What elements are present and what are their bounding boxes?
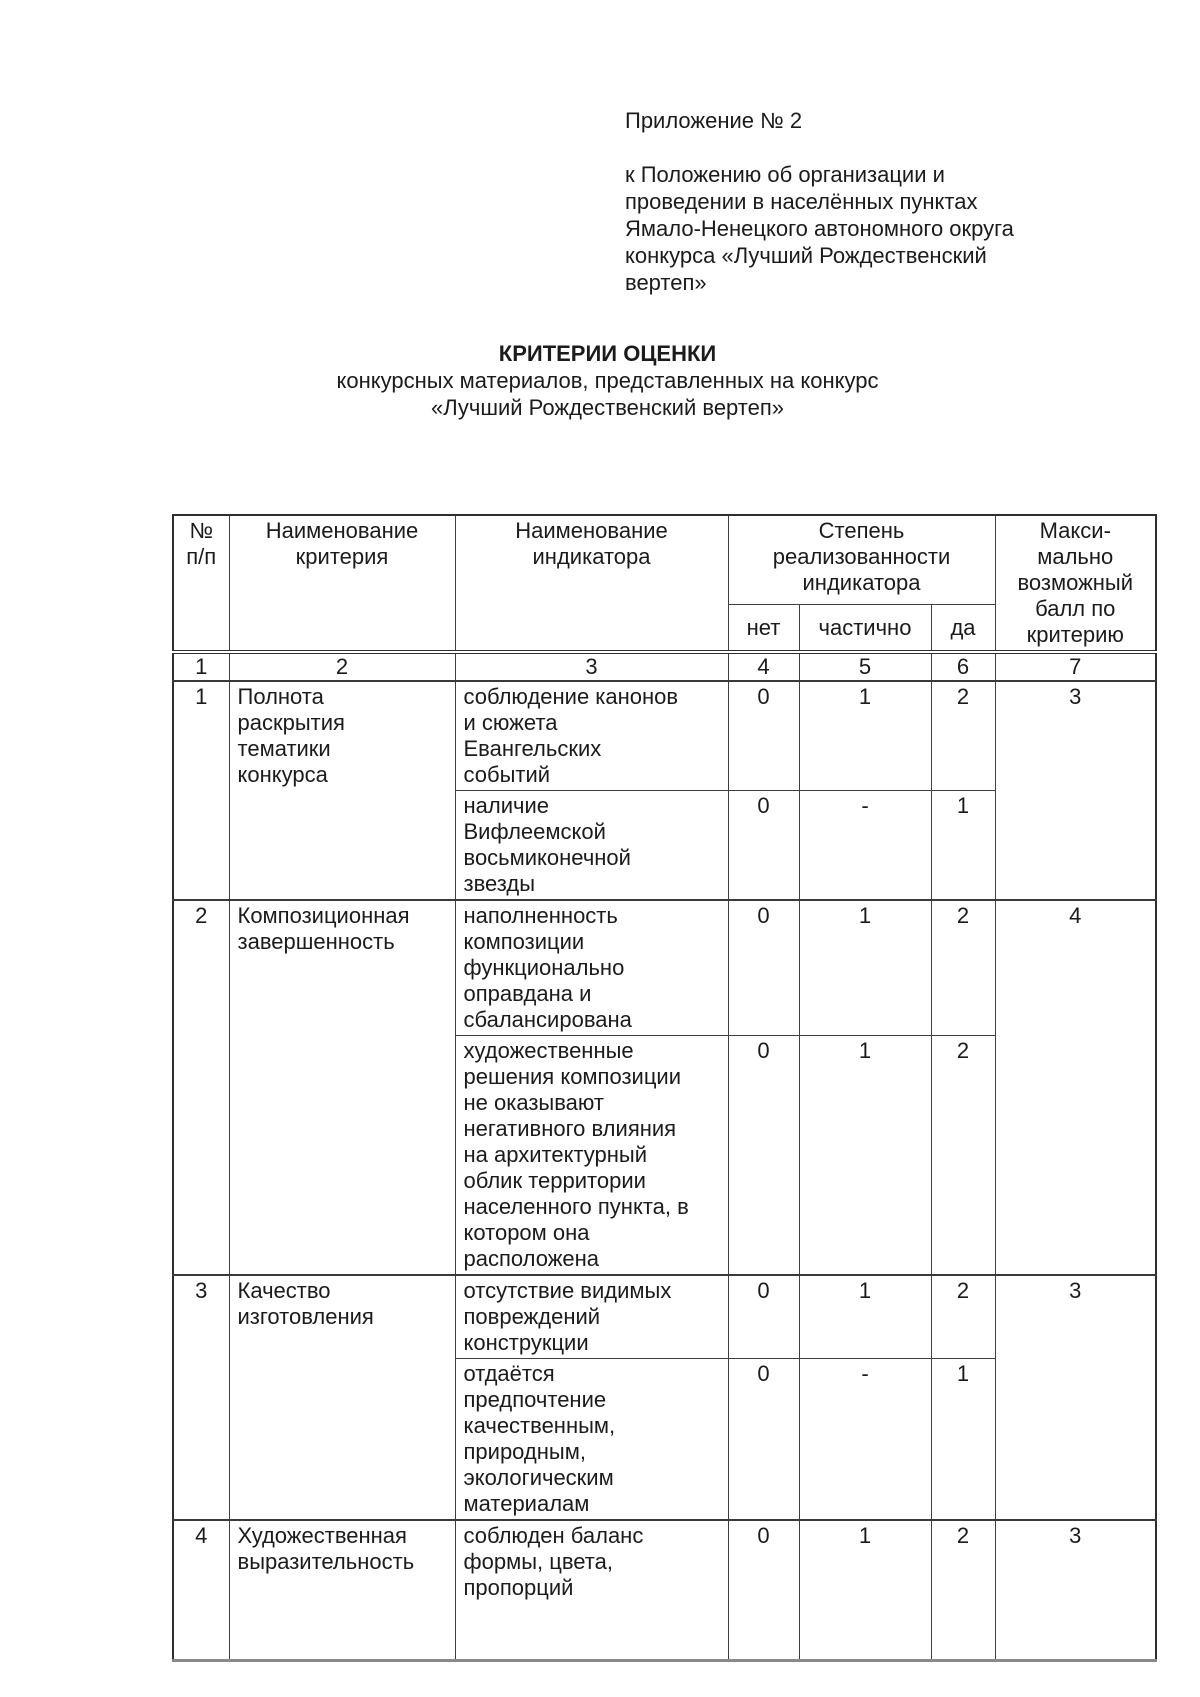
score-partial: 1 (798, 899, 932, 1036)
column-number: 6 (930, 650, 996, 682)
score-partial: 1 (798, 1274, 932, 1359)
criterion-number: 1 (172, 680, 230, 901)
criterion-name: Качество изготовления (228, 1274, 456, 1521)
criterion-number: 4 (172, 1519, 230, 1661)
score-yes: 1 (930, 790, 996, 901)
criterion-row-2a: 2 Композиционная завершенность наполненн… (172, 899, 1157, 1276)
col-header-criterion: Наименование критерия (228, 514, 456, 653)
criteria-table: № п/п Наименование критерия Наименование… (172, 514, 1157, 1662)
column-number: 3 (454, 650, 729, 682)
col-header-num: № п/п (172, 514, 230, 653)
criterion-number: 2 (172, 899, 230, 1276)
score-yes: 2 (930, 1519, 996, 1661)
criterion-row-3a: 3 Качество изготовления отсутствие видим… (172, 1274, 1157, 1521)
score-no: 0 (727, 1358, 800, 1521)
indicator-text: соблюден баланс формы, цвета, пропорций (454, 1519, 729, 1661)
col-header-partial: частично (798, 604, 932, 653)
appendix-reference: к Положению об организации и проведении … (625, 162, 1014, 295)
score-yes: 2 (930, 1035, 996, 1276)
criterion-row-1a: 1 Полнота раскрытия тематики конкурса со… (172, 680, 1157, 901)
criterion-row-3b: отдаётся предпочтение качественным, прир… (173, 1358, 1156, 1521)
score-yes: 2 (930, 1274, 996, 1359)
score-partial: 1 (798, 1035, 932, 1276)
col-header-max-score: Макси- мально возможный балл по критерию (994, 514, 1157, 653)
score-partial: - (798, 790, 932, 901)
score-no: 0 (727, 1274, 800, 1359)
indicator-text: отдаётся предпочтение качественным, прир… (454, 1358, 729, 1521)
col-header-indicator: Наименование индикатора (454, 514, 729, 653)
criterion-row-2b: художественные решения композиции не ока… (173, 1035, 1156, 1276)
score-yes: 2 (930, 899, 996, 1036)
col-header-yes: да (930, 604, 996, 653)
page-subtitle-1: конкурсных материалов, представленных на… (336, 368, 879, 393)
score-partial: 1 (798, 1519, 932, 1661)
criterion-max-score: 3 (994, 680, 1157, 901)
score-no: 0 (727, 1519, 800, 1661)
score-yes: 1 (930, 1358, 996, 1521)
score-no: 0 (727, 680, 800, 791)
criterion-name: Художественная выразительность (228, 1519, 456, 1661)
criterion-row-4: 4 Художественная выразительность соблюде… (172, 1519, 1157, 1661)
column-number: 2 (228, 650, 456, 682)
appendix-number: Приложение № 2 (625, 108, 803, 133)
page-title: КРИТЕРИИ ОЦЕНКИ (498, 341, 717, 366)
criterion-max-score: 3 (994, 1274, 1157, 1521)
score-partial: 1 (798, 680, 932, 791)
score-partial: - (798, 1358, 932, 1521)
document-title-block: КРИТЕРИИ ОЦЕНКИ конкурсных материалов, п… (0, 340, 1200, 421)
score-yes: 2 (930, 680, 996, 791)
criterion-max-score: 3 (994, 1519, 1157, 1661)
score-no: 0 (727, 790, 800, 901)
column-number: 5 (798, 650, 932, 682)
column-numbers-row: 1 2 3 4 5 6 7 (172, 650, 1157, 682)
page-subtitle-2: «Лучший Рождественский вертеп» (430, 395, 785, 420)
col-header-degree: Степень реализованности индикатора (727, 514, 996, 606)
indicator-text: соблюдение канонов и сюжета Евангельских… (454, 680, 729, 791)
column-number: 1 (172, 650, 230, 682)
criterion-name: Полнота раскрытия тематики конкурса (228, 680, 456, 901)
criterion-number: 3 (172, 1274, 230, 1521)
column-number: 7 (994, 650, 1157, 682)
indicator-text: художественные решения композиции не ока… (454, 1035, 729, 1276)
indicator-text: отсутствие видимых повреждений конструкц… (454, 1274, 729, 1359)
criterion-max-score: 4 (994, 899, 1157, 1276)
score-no: 0 (727, 899, 800, 1036)
col-header-no: нет (727, 604, 800, 653)
score-no: 0 (727, 1035, 800, 1276)
appendix-block: Приложение № 2 к Положению об организаци… (625, 107, 1065, 296)
indicator-text: наполненность композиции функционально о… (454, 899, 729, 1036)
table-header-row-1: № п/п Наименование критерия Наименование… (172, 514, 1157, 653)
table-header-row-2: нет частично да (173, 604, 1156, 653)
criterion-name: Композиционная завершенность (228, 899, 456, 1276)
indicator-text: наличие Вифлеемской восьмиконечной звезд… (454, 790, 729, 901)
column-number: 4 (727, 650, 800, 682)
